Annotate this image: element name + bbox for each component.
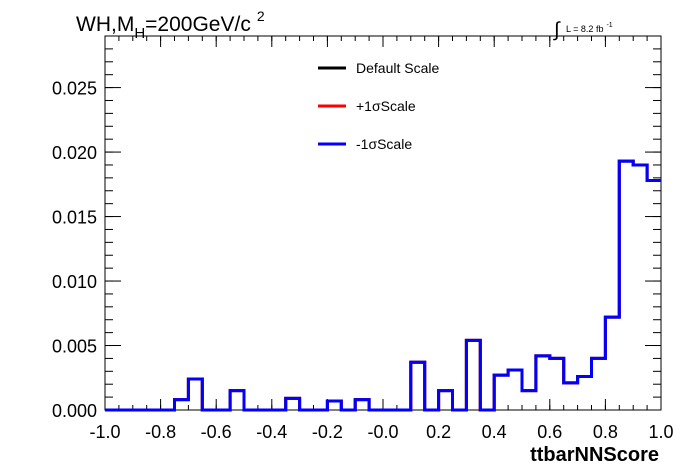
y-tick-label: 0.020 [52, 143, 97, 163]
x-tick-label: -0.2 [312, 422, 343, 442]
plot-frame [104, 35, 662, 411]
x-tick-label: 0.4 [482, 422, 507, 442]
legend-label: +1σScale [356, 98, 416, 114]
x-tick-label: 1.0 [648, 422, 673, 442]
series-line [105, 159, 661, 412]
x-tick-label: -0.6 [201, 422, 232, 442]
lumi-label: L = 8.2 fb -1 [566, 22, 613, 34]
y-tick-label: 0.025 [52, 79, 97, 99]
legend-label: -1σScale [356, 136, 412, 152]
x-tick-label: 0.6 [537, 422, 562, 442]
x-tick-label: -1.0 [89, 422, 120, 442]
legend: Default Scale +1σScale -1σScale [318, 60, 439, 152]
x-tick-label: -0.0 [367, 422, 398, 442]
series-line [105, 159, 661, 412]
series-line [105, 159, 661, 412]
title-superscript: 2 [257, 8, 265, 24]
chart-title: WH,MH=200GeV/c 2 [76, 8, 265, 42]
axis-ticks: -1.0 -0.8 -0.6 -0.4 -0.2 -0.0 0.2 0.4 0.6 0.8 1.0 0… [52, 35, 674, 442]
y-tick-label: 0.010 [52, 272, 97, 292]
y-tick-label: 0.000 [52, 401, 97, 421]
legend-label: Default Scale [356, 60, 439, 76]
y-tick-label: 0.005 [52, 337, 97, 357]
y-tick-label: 0.015 [52, 208, 97, 228]
lumi-superscript: -1 [606, 22, 612, 29]
x-axis-label: ttbarNNScore [530, 444, 659, 466]
title-subscript: H [134, 25, 145, 42]
lumi-integral-symbol: ∫ [553, 19, 561, 41]
title-main: WH,M [76, 13, 134, 36]
histogram-series [105, 159, 661, 412]
x-tick-label: -0.4 [256, 422, 287, 442]
x-tick-label: 0.2 [426, 422, 451, 442]
x-tick-label: 0.8 [593, 422, 618, 442]
x-tick-label: -0.8 [145, 422, 176, 442]
title-rest: =200GeV/c [145, 13, 251, 36]
